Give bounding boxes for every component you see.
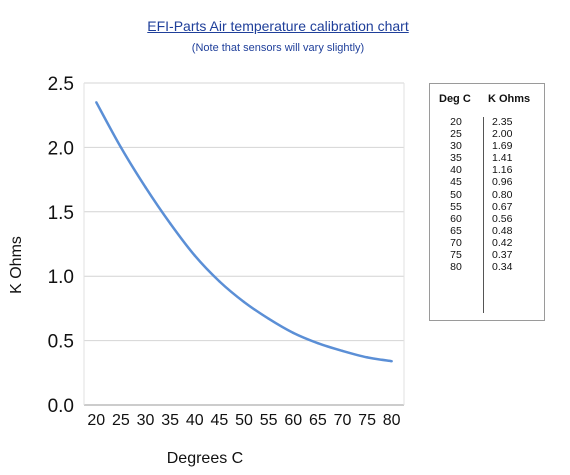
table-cell-resistance: 1.69: [492, 140, 513, 153]
table-row: 60 0.56: [430, 213, 544, 225]
table-row: 65 0.48: [430, 225, 544, 237]
table-cell-resistance: 0.34: [492, 261, 513, 274]
table-rows: 20 2.35 25 2.00 30 1.69 35 1.41 40 1.16 45 0.96 50 0.…: [430, 116, 544, 273]
table-cell-resistance: 0.37: [492, 249, 513, 262]
table-cell-temp: 55: [450, 200, 462, 213]
x-tick-label: 80: [383, 412, 401, 429]
x-tick-label: 65: [309, 412, 327, 429]
table-cell-temp: 70: [450, 236, 462, 249]
x-tick-labels: 20 25 30 35 40 45 50 55 60 65 70 75 80: [87, 412, 400, 429]
table-row: 50 0.80: [430, 189, 544, 201]
table-divider: [483, 117, 484, 313]
x-tick-label: 45: [210, 412, 228, 429]
data-point: [119, 146, 123, 149]
table-cell-temp: 40: [450, 164, 462, 177]
table-cell-resistance: 0.48: [492, 224, 513, 237]
y-tick-label: 0.5: [48, 332, 74, 353]
y-tick-label: 1.0: [48, 267, 74, 288]
y-axis-label: K Ohms: [8, 236, 25, 294]
table-cell-resistance: 0.56: [492, 212, 513, 225]
y-tick-labels: 0.0 0.5 1.0 1.5 2.0 2.5: [48, 74, 74, 417]
table-header-temp: Deg C: [439, 93, 471, 105]
table-cell-resistance: 0.80: [492, 188, 513, 201]
table-cell-temp: 45: [450, 176, 462, 189]
table-row: 35 1.41: [430, 152, 544, 164]
table-cell-temp: 80: [450, 261, 462, 274]
x-tick-label: 40: [186, 412, 204, 429]
data-point: [267, 317, 270, 320]
x-tick-label: 75: [358, 412, 376, 429]
data-point: [365, 356, 369, 359]
table-row: 45 0.96: [430, 176, 544, 188]
x-axis-label: Degrees C: [167, 450, 243, 467]
data-point: [168, 222, 172, 225]
chart-title: EFI-Parts Air temperature calibration ch…: [147, 18, 409, 34]
data-point: [193, 254, 196, 257]
table-cell-temp: 20: [450, 116, 462, 128]
table-cell-resistance: 1.41: [492, 152, 513, 165]
table-cell-temp: 50: [450, 188, 462, 201]
series-line: [95, 101, 392, 363]
x-tick-label: 50: [235, 412, 253, 429]
data-point: [390, 360, 393, 363]
chart-subtitle: (Note that sensors will vary slightly): [191, 42, 365, 54]
x-tick-label: 30: [137, 412, 155, 429]
table-row: 40 1.16: [430, 164, 544, 176]
y-tick-label: 1.5: [48, 203, 74, 224]
table-row: 80 0.34: [430, 261, 544, 273]
y-tick-label: 2.0: [48, 138, 74, 159]
data-point: [95, 101, 98, 104]
x-tick-label: 60: [284, 412, 302, 429]
table-row: 30 1.69: [430, 140, 544, 152]
table-cell-temp: 75: [450, 249, 462, 262]
table-cell-temp: 65: [450, 224, 462, 237]
table-cell-temp: 35: [450, 152, 462, 165]
data-point: [341, 349, 344, 353]
data-point: [316, 341, 320, 345]
y-tick-label: 0.0: [48, 396, 74, 417]
x-tick-label: 25: [112, 412, 130, 429]
table-row: 55 0.67: [430, 201, 544, 213]
table-cell-resistance: 2.00: [492, 128, 513, 141]
table-cell-temp: 60: [450, 212, 462, 225]
table-row: 25 2.00: [430, 128, 544, 140]
data-points: [95, 101, 393, 363]
table-row: 20 2.35: [430, 116, 544, 128]
table-cell-resistance: 0.42: [492, 236, 513, 249]
grid-lines: [83, 82, 405, 406]
table-cell-resistance: 1.16: [492, 164, 513, 177]
x-tick-label: 20: [87, 412, 105, 429]
table-cell-resistance: 2.35: [492, 116, 513, 128]
calibration-table: Deg C K Ohms 20 2.35 25 2.00 30 1.69 35 1.41 40 1…: [429, 83, 545, 321]
table-cell-temp: 25: [450, 128, 462, 141]
data-point: [242, 300, 246, 304]
table-row: 75 0.37: [430, 249, 544, 261]
table-cell-resistance: 0.67: [492, 200, 513, 213]
x-tick-label: 35: [161, 412, 179, 429]
data-point: [144, 186, 147, 189]
data-point: [218, 280, 221, 283]
table-cell-resistance: 0.96: [492, 176, 513, 189]
table-cell-temp: 30: [450, 140, 462, 153]
x-tick-label: 55: [260, 412, 278, 429]
table-header-resistance: K Ohms: [488, 93, 531, 105]
y-tick-label: 2.5: [48, 74, 74, 95]
table-row: 70 0.42: [430, 237, 544, 249]
x-tick-label: 70: [334, 412, 352, 429]
data-point: [292, 331, 295, 335]
